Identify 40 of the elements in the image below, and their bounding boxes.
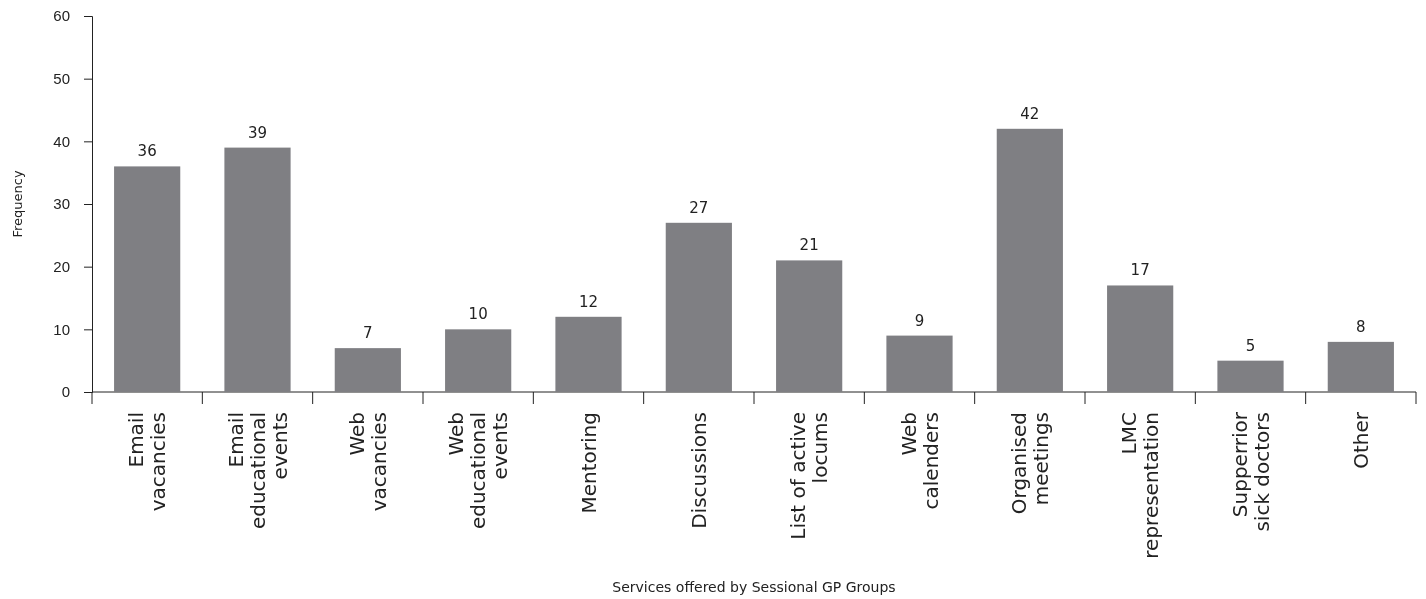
data-label: 39 bbox=[247, 123, 268, 142]
bar bbox=[224, 147, 291, 392]
data-label: 8 bbox=[1356, 317, 1366, 336]
bar bbox=[996, 128, 1063, 392]
bar bbox=[886, 335, 953, 392]
y-tick-label: 60 bbox=[53, 7, 70, 25]
data-label: 7 bbox=[363, 324, 373, 343]
bar bbox=[776, 260, 843, 392]
y-tick-label: 50 bbox=[53, 69, 70, 87]
y-tick-label: 0 bbox=[61, 383, 70, 401]
bar bbox=[1107, 285, 1174, 392]
data-label: 36 bbox=[137, 142, 157, 161]
data-label: 27 bbox=[689, 198, 709, 217]
bar bbox=[445, 329, 512, 392]
data-label: 17 bbox=[1130, 261, 1150, 280]
x-tick-label: Email educational events bbox=[223, 412, 292, 530]
y-tick-label: 30 bbox=[53, 195, 70, 213]
bar bbox=[1327, 341, 1394, 392]
y-tick-label: 10 bbox=[53, 320, 70, 338]
data-label: 12 bbox=[578, 292, 599, 311]
bar bbox=[1217, 360, 1284, 392]
data-label: 9 bbox=[914, 311, 925, 330]
data-label: 21 bbox=[799, 236, 819, 255]
y-tick-label: 40 bbox=[53, 132, 70, 150]
x-tick-label: Mentoring bbox=[576, 412, 601, 514]
y-axis-title: Frequency bbox=[10, 170, 25, 238]
bar bbox=[334, 348, 401, 392]
x-tick-label: List of active locums bbox=[786, 412, 833, 540]
x-axis-title: Services offered by Sessional GP Groups bbox=[612, 579, 896, 595]
x-tick-label: Email vacancies bbox=[124, 412, 171, 512]
data-label: 10 bbox=[468, 305, 488, 324]
x-tick-label: Web educational events bbox=[444, 412, 513, 530]
bar bbox=[665, 222, 732, 392]
bar bbox=[555, 316, 622, 392]
x-tick-label: Other bbox=[1348, 411, 1373, 469]
data-label: 42 bbox=[1020, 104, 1040, 123]
x-tick-label: Discussions bbox=[686, 412, 711, 529]
data-label: 5 bbox=[1245, 336, 1256, 355]
bar bbox=[114, 166, 181, 392]
y-tick-label: 20 bbox=[53, 257, 70, 275]
